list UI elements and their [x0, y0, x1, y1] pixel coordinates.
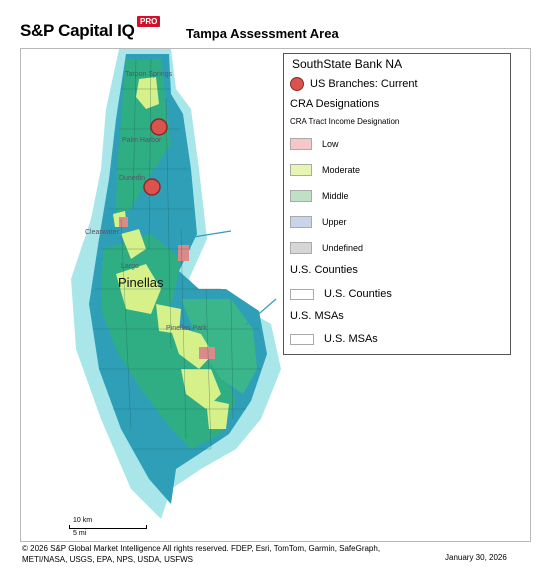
- legend-class-low: Low: [290, 136, 339, 152]
- place-label: Largo: [121, 263, 139, 270]
- legend-label: U.S. Counties: [324, 288, 392, 300]
- legend-msas-item: U.S. MSAs: [290, 331, 378, 347]
- tract-low-3: [199, 347, 215, 359]
- legend-cra-header: CRA Designations: [290, 98, 380, 110]
- legend-swatch: [290, 242, 312, 254]
- place-label: Pinellas Park: [166, 325, 207, 332]
- legend-swatch: [290, 288, 314, 300]
- esri-logo: esri: [481, 521, 506, 537]
- tracts-moderate-6: [181, 369, 221, 409]
- legend-swatch: [290, 333, 314, 345]
- copyright-text: © 2026 S&P Global Market Intelligence Al…: [22, 544, 381, 564]
- map-svg: [71, 49, 281, 519]
- tracts-moderate-7: [206, 399, 229, 429]
- legend-swatch: [290, 216, 312, 228]
- legend-label: Low: [322, 139, 339, 149]
- legend-class-middle: Middle: [290, 188, 349, 204]
- place-label: Clearwater: [85, 229, 119, 236]
- legend-msas-header: U.S. MSAs: [290, 310, 344, 322]
- legend-class-upper: Upper: [290, 214, 347, 230]
- legend-label: Moderate: [322, 165, 361, 175]
- legend-cra-sub: CRA Tract Income Designation: [290, 117, 400, 126]
- legend-label: Upper: [322, 217, 347, 227]
- place-label: Tarpon Springs: [125, 71, 173, 78]
- branch-marker[interactable]: [143, 178, 161, 196]
- map-title: Tampa Assessment Area: [186, 26, 339, 41]
- scale-km-label: 10 km: [73, 517, 93, 524]
- legend-class-undefined: Undefined: [290, 240, 363, 256]
- legend-swatch: [290, 164, 312, 176]
- county-label: Pinellas: [118, 275, 164, 290]
- map-date: January 30, 2026: [445, 553, 507, 562]
- legend-swatch: [290, 138, 312, 150]
- tract-low-1: [119, 217, 128, 227]
- bay-line-2: [245, 298, 277, 326]
- tract-low-2: [178, 245, 189, 261]
- scale-bar: 10 km 5 mi: [69, 517, 147, 537]
- legend-label: Middle: [322, 191, 349, 201]
- tracts-moderate-1: [136, 77, 159, 109]
- legend-panel: SouthState Bank NA US Branches: Current …: [283, 53, 511, 355]
- place-label: Dunedin: [119, 175, 146, 182]
- branch-marker[interactable]: [150, 118, 168, 136]
- place-label: Palm Harbor: [122, 137, 162, 144]
- legend-branches: US Branches: Current: [290, 76, 418, 92]
- pro-badge: PRO: [137, 16, 161, 27]
- tract-boundaries: [93, 58, 261, 450]
- legend-counties-header: U.S. Counties: [290, 264, 358, 276]
- legend-title: SouthState Bank NA: [292, 57, 403, 71]
- legend-label: Undefined: [322, 243, 364, 253]
- legend-class-moderate: Moderate: [290, 162, 360, 178]
- scale-mi-label: 5 mi: [73, 530, 87, 537]
- bay-line-1: [180, 230, 232, 240]
- legend-label: U.S. MSAs: [324, 333, 378, 345]
- legend-swatch: [290, 190, 312, 202]
- brand-logo: S&P Capital IQ: [20, 21, 135, 40]
- legend-branches-label: US Branches: Current: [310, 78, 418, 90]
- tracts-moderate-2: [121, 229, 146, 259]
- branch-dot-icon: [290, 77, 304, 91]
- tracts-middle-east: [181, 299, 257, 394]
- legend-counties-item: U.S. Counties: [290, 286, 392, 302]
